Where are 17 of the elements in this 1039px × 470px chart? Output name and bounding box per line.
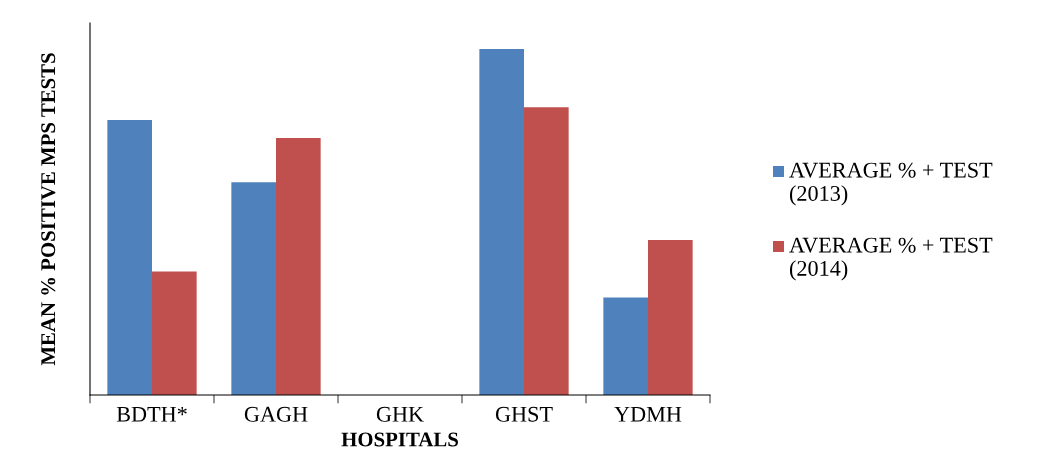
legend-label: AVERAGE % + TEST (2013)	[789, 162, 993, 206]
bar	[276, 137, 321, 395]
bar	[648, 240, 693, 395]
bar	[152, 271, 197, 395]
x-tick-label: GHK	[376, 406, 424, 422]
bar	[107, 119, 152, 395]
x-axis-title: HOSPITALS	[341, 432, 458, 447]
bar	[603, 297, 648, 395]
x-tick-label: GHST	[495, 406, 553, 422]
bar	[231, 182, 276, 395]
x-tick-label: YDMH	[614, 406, 682, 422]
x-tick-label: BDTH*	[116, 406, 187, 422]
bar	[479, 49, 524, 395]
legend-label: AVERAGE % + TEST (2014)	[789, 237, 993, 281]
y-axis-title: MEAN % POSITIVE MPS TESTS	[41, 53, 56, 366]
bar	[524, 107, 569, 395]
x-tick-label: GAGH	[244, 406, 308, 422]
